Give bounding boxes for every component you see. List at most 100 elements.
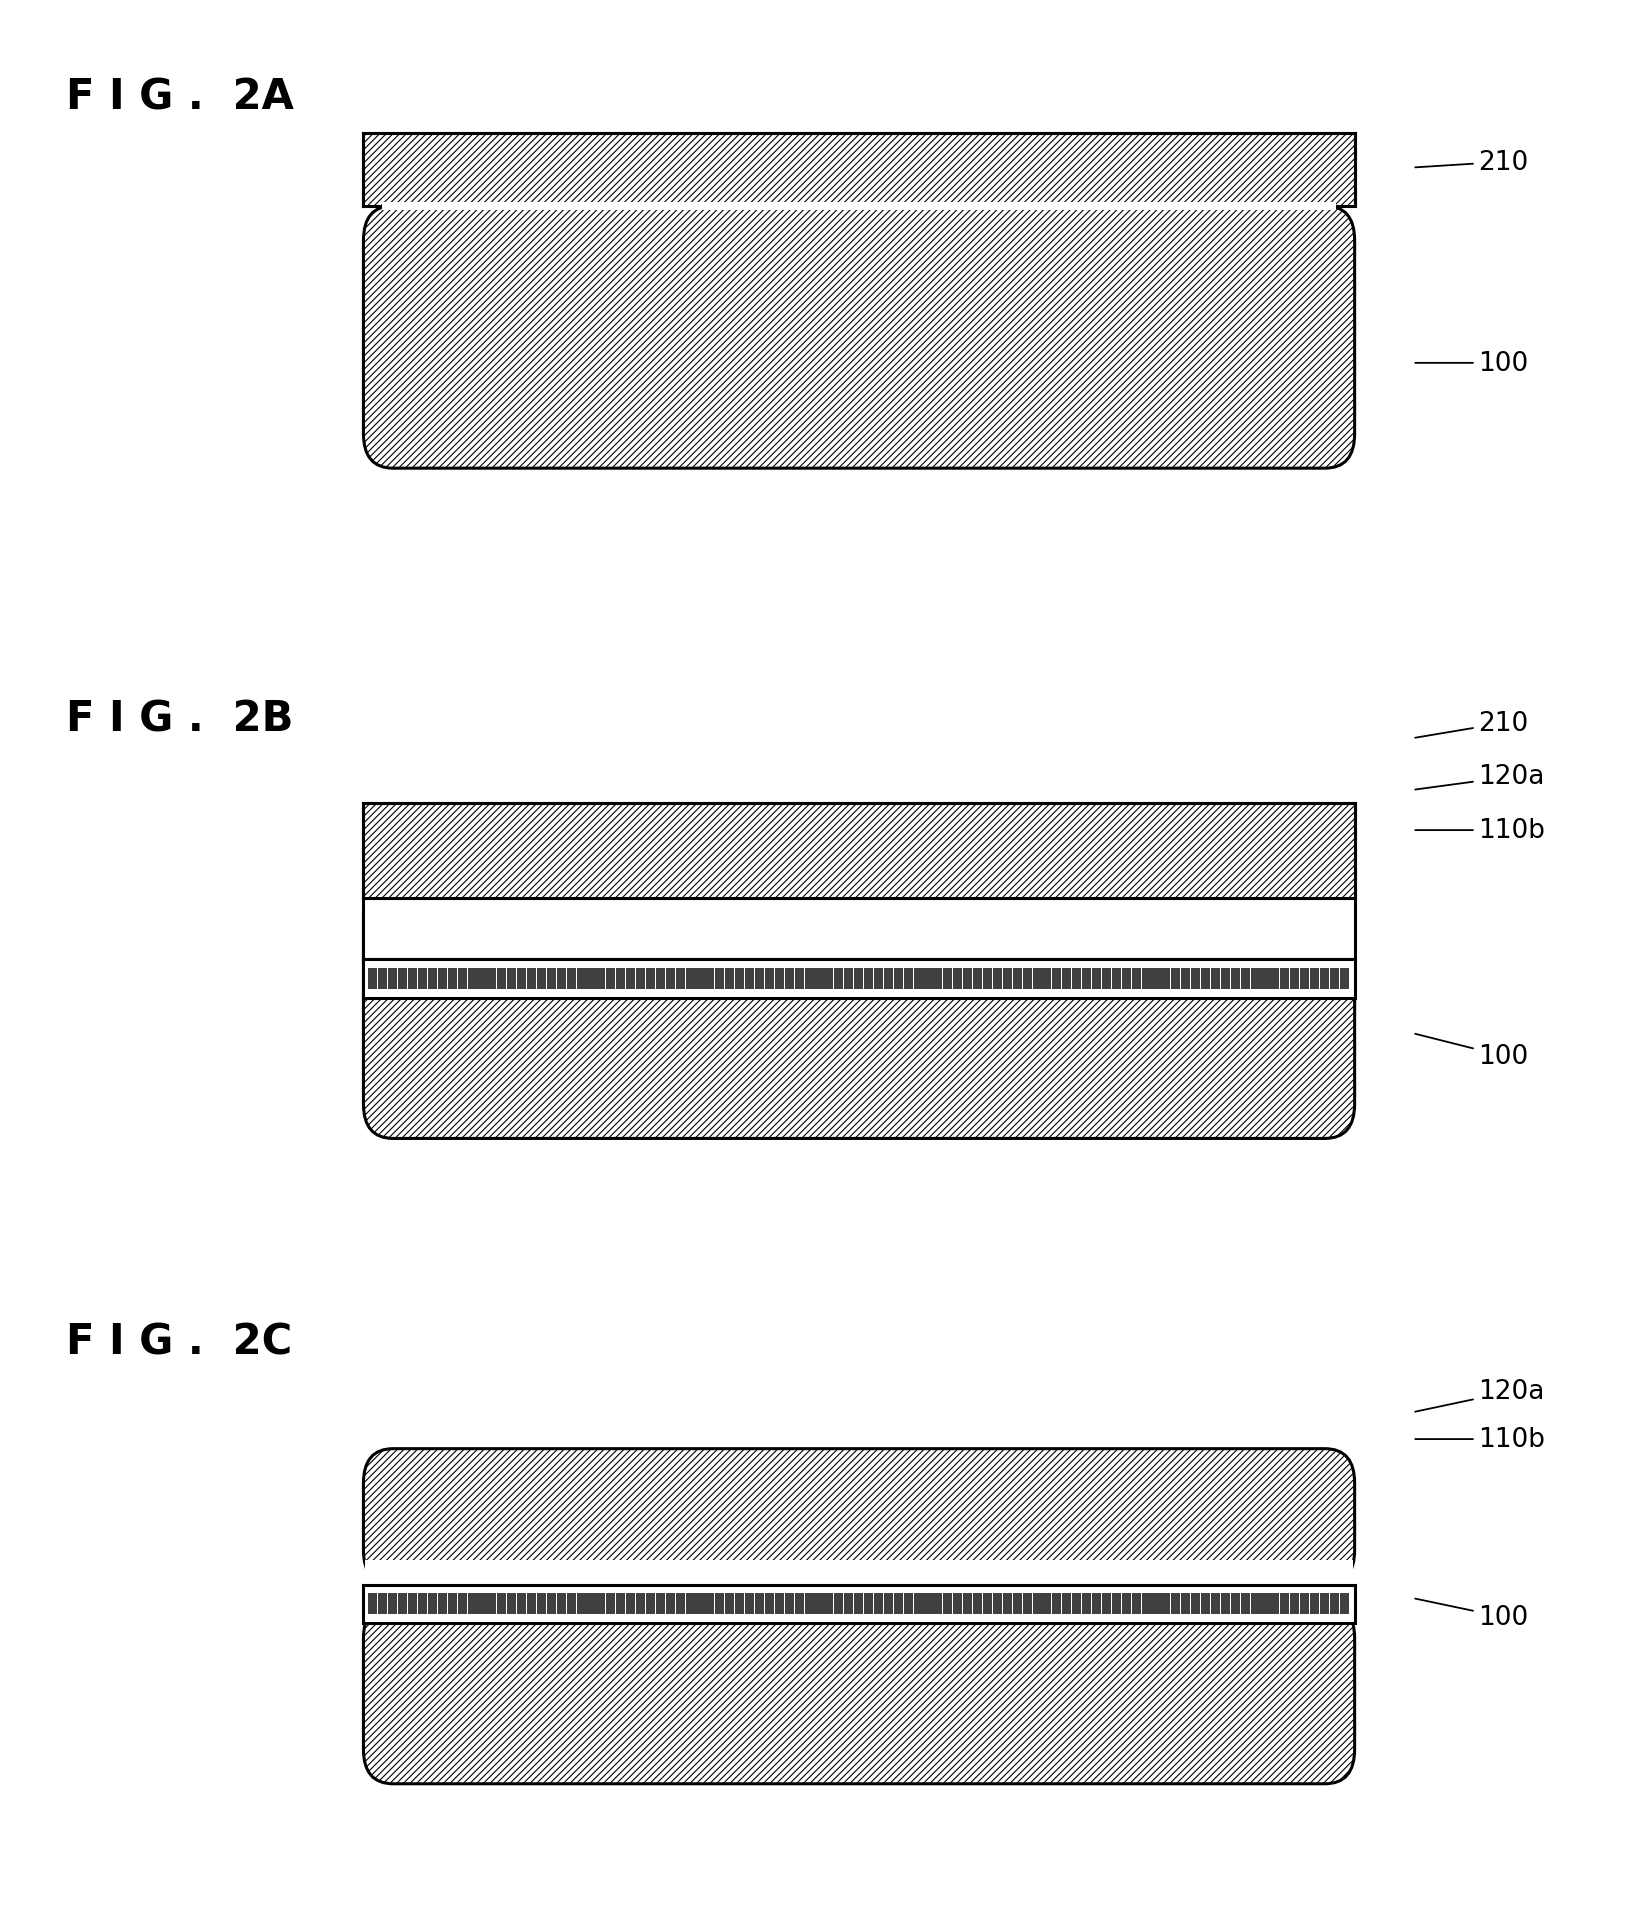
Bar	[1280, 968, 1289, 990]
Bar	[834, 1594, 843, 1615]
FancyBboxPatch shape	[363, 207, 1355, 469]
Bar	[953, 968, 961, 990]
Bar	[428, 968, 436, 990]
Bar	[646, 1594, 654, 1615]
Bar	[507, 1594, 515, 1615]
Bar	[874, 1594, 882, 1615]
Bar	[586, 1594, 595, 1615]
Bar	[487, 968, 497, 990]
Bar	[1181, 1594, 1189, 1615]
Bar	[943, 1594, 952, 1615]
Text: 210: 210	[1416, 710, 1528, 739]
Bar	[408, 968, 416, 990]
Bar	[626, 968, 636, 990]
Bar	[616, 1594, 626, 1615]
Bar	[382, 203, 1336, 211]
Bar	[1270, 1594, 1279, 1615]
Bar	[854, 1594, 862, 1615]
Bar	[963, 1594, 971, 1615]
Bar	[755, 968, 765, 990]
Bar	[497, 1594, 507, 1615]
Bar	[953, 1594, 961, 1615]
Bar	[1191, 1594, 1199, 1615]
Bar	[1340, 968, 1348, 990]
Bar	[1251, 968, 1260, 990]
Bar	[507, 968, 515, 990]
Bar	[398, 968, 408, 990]
Bar	[705, 968, 715, 990]
Bar	[884, 968, 892, 990]
Bar	[1211, 1594, 1219, 1615]
Bar	[1132, 1594, 1142, 1615]
Bar	[577, 1594, 586, 1615]
Bar	[1221, 968, 1229, 990]
Bar	[537, 968, 545, 990]
Bar	[448, 1594, 456, 1615]
Bar	[755, 1594, 765, 1615]
Bar	[666, 1594, 676, 1615]
Bar	[1280, 1594, 1289, 1615]
Bar	[458, 1594, 468, 1615]
Bar	[477, 968, 487, 990]
Text: F I G .  2C: F I G . 2C	[66, 1321, 292, 1363]
Bar	[695, 968, 705, 990]
Text: F I G .  2B: F I G . 2B	[66, 699, 294, 741]
Bar	[715, 1594, 725, 1615]
Bar	[844, 1594, 852, 1615]
Bar	[1052, 968, 1062, 990]
Bar	[1013, 1594, 1021, 1615]
Bar	[1201, 968, 1209, 990]
Bar	[428, 1594, 436, 1615]
Bar	[695, 1594, 705, 1615]
Bar	[363, 1585, 1355, 1623]
Bar	[368, 1594, 378, 1615]
Bar	[557, 968, 565, 990]
Bar	[705, 1594, 715, 1615]
Bar	[1092, 968, 1100, 990]
Bar	[963, 968, 971, 990]
Bar	[368, 968, 378, 990]
Bar	[606, 968, 615, 990]
Bar	[363, 804, 1355, 898]
Bar	[983, 1594, 991, 1615]
Bar	[577, 968, 586, 990]
Bar	[1151, 1594, 1161, 1615]
Bar	[775, 968, 785, 990]
Bar	[814, 968, 824, 990]
Bar	[448, 968, 456, 990]
Text: 210: 210	[1416, 149, 1528, 176]
Bar	[656, 1594, 666, 1615]
Text: 100: 100	[1416, 1034, 1528, 1070]
Bar	[547, 1594, 555, 1615]
Bar	[1211, 968, 1219, 990]
Bar	[1171, 968, 1180, 990]
Bar	[438, 968, 446, 990]
Bar	[1161, 968, 1170, 990]
Bar	[1300, 1594, 1310, 1615]
Bar	[408, 1594, 416, 1615]
Bar	[795, 968, 803, 990]
Bar	[795, 1594, 803, 1615]
Bar	[854, 968, 862, 990]
Bar	[438, 1594, 446, 1615]
Bar	[785, 1594, 793, 1615]
Bar	[676, 1594, 686, 1615]
Bar	[636, 1594, 644, 1615]
Bar	[1052, 1594, 1062, 1615]
Bar	[363, 134, 1355, 207]
Bar	[527, 1594, 537, 1615]
Bar	[993, 968, 1001, 990]
Text: 100: 100	[1416, 1598, 1528, 1631]
Bar	[824, 968, 833, 990]
Bar	[834, 968, 843, 990]
Bar	[765, 1594, 773, 1615]
Bar	[537, 1594, 545, 1615]
Bar	[626, 1594, 636, 1615]
Bar	[914, 968, 922, 990]
Bar	[517, 1594, 527, 1615]
Bar	[884, 1594, 892, 1615]
Bar	[378, 1594, 387, 1615]
Bar	[1201, 1594, 1209, 1615]
Bar	[1092, 1594, 1100, 1615]
Bar	[1122, 968, 1132, 990]
